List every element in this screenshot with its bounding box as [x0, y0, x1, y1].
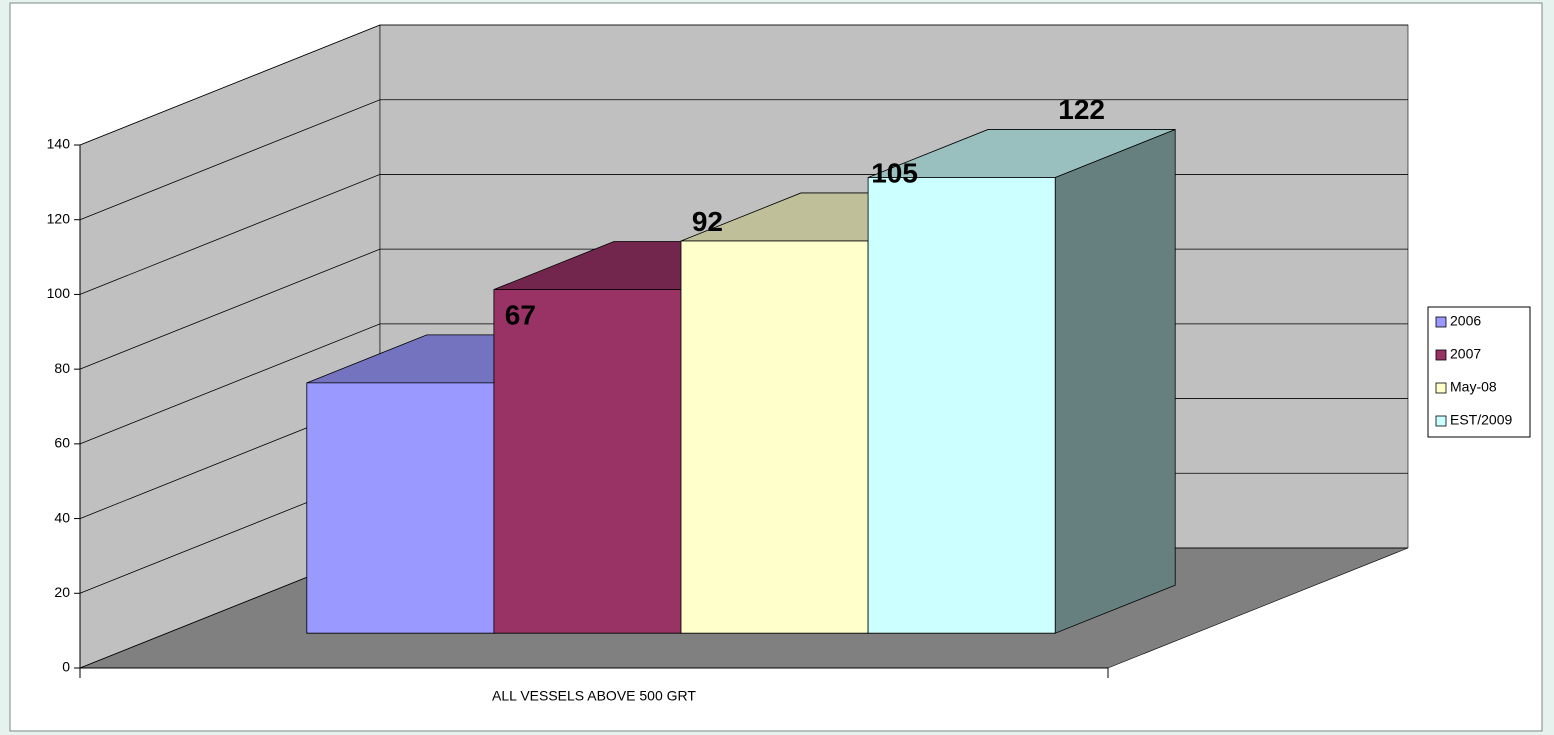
y-tick-label: 60 — [54, 435, 70, 451]
legend-label: EST/2009 — [1450, 412, 1512, 428]
bar — [680, 240, 869, 634]
legend-box — [1427, 306, 1531, 438]
bar-side — [1054, 128, 1176, 634]
y-tick-label: 20 — [54, 584, 70, 600]
y-tick-label: 100 — [47, 285, 71, 301]
legend-swatch — [1435, 349, 1447, 361]
value-label: 122 — [1058, 94, 1105, 125]
legend-label: 2006 — [1450, 313, 1481, 329]
bar — [493, 289, 682, 634]
y-tick-label: 80 — [54, 360, 70, 376]
legend-swatch — [1435, 316, 1447, 328]
y-tick-label: 0 — [62, 659, 70, 675]
value-label: 67 — [505, 299, 536, 330]
x-tick-label: ALL VESSELS ABOVE 500 GRT — [492, 688, 696, 704]
y-tick-label: 40 — [54, 509, 70, 525]
y-tick-label: 120 — [47, 210, 71, 226]
y-tick-label: 140 — [47, 136, 71, 152]
value-label: 92 — [692, 206, 723, 237]
grid-line — [79, 24, 1408, 146]
plot-area: 0 20 40 60 80 100 120 140 ALL VESSELS ABOVE 500 … — [47, 24, 1409, 704]
grid-line — [79, 99, 1408, 221]
legend-label: May-08 — [1450, 379, 1497, 395]
bar — [867, 177, 1056, 634]
value-label: 105 — [871, 157, 918, 188]
legend-swatch — [1435, 382, 1447, 394]
legend-label: 2007 — [1450, 346, 1481, 362]
bar — [306, 382, 495, 634]
legend-swatch — [1435, 415, 1447, 427]
